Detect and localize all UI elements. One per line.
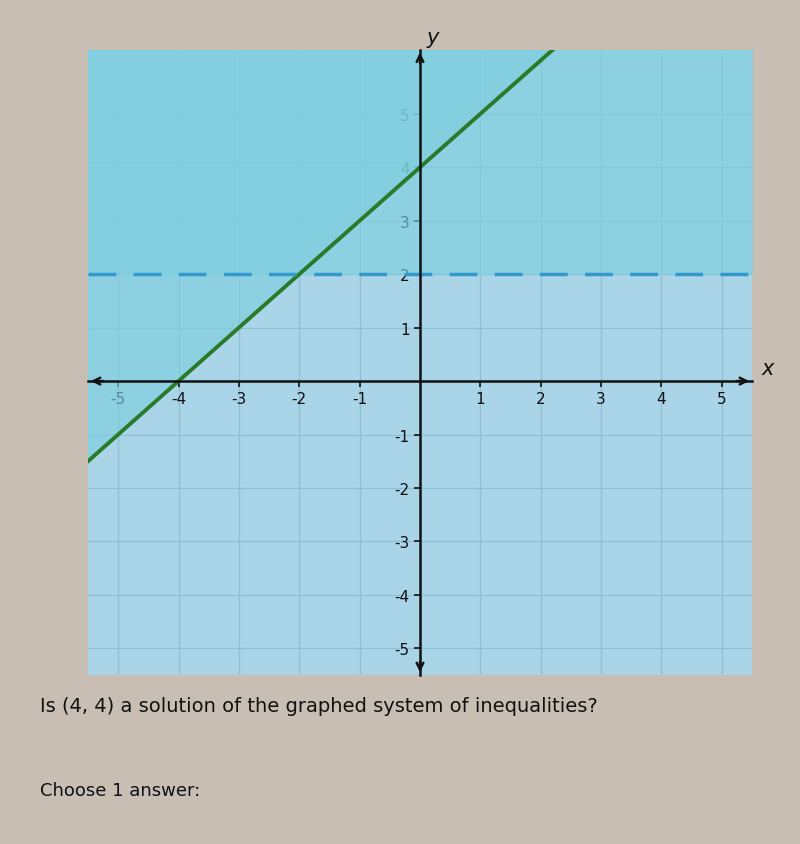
Text: y: y [426,28,438,48]
Text: Choose 1 answer:: Choose 1 answer: [40,781,200,798]
Text: Is (4, 4) a solution of the graphed system of inequalities?: Is (4, 4) a solution of the graphed syst… [40,696,598,715]
Text: x: x [761,359,774,379]
